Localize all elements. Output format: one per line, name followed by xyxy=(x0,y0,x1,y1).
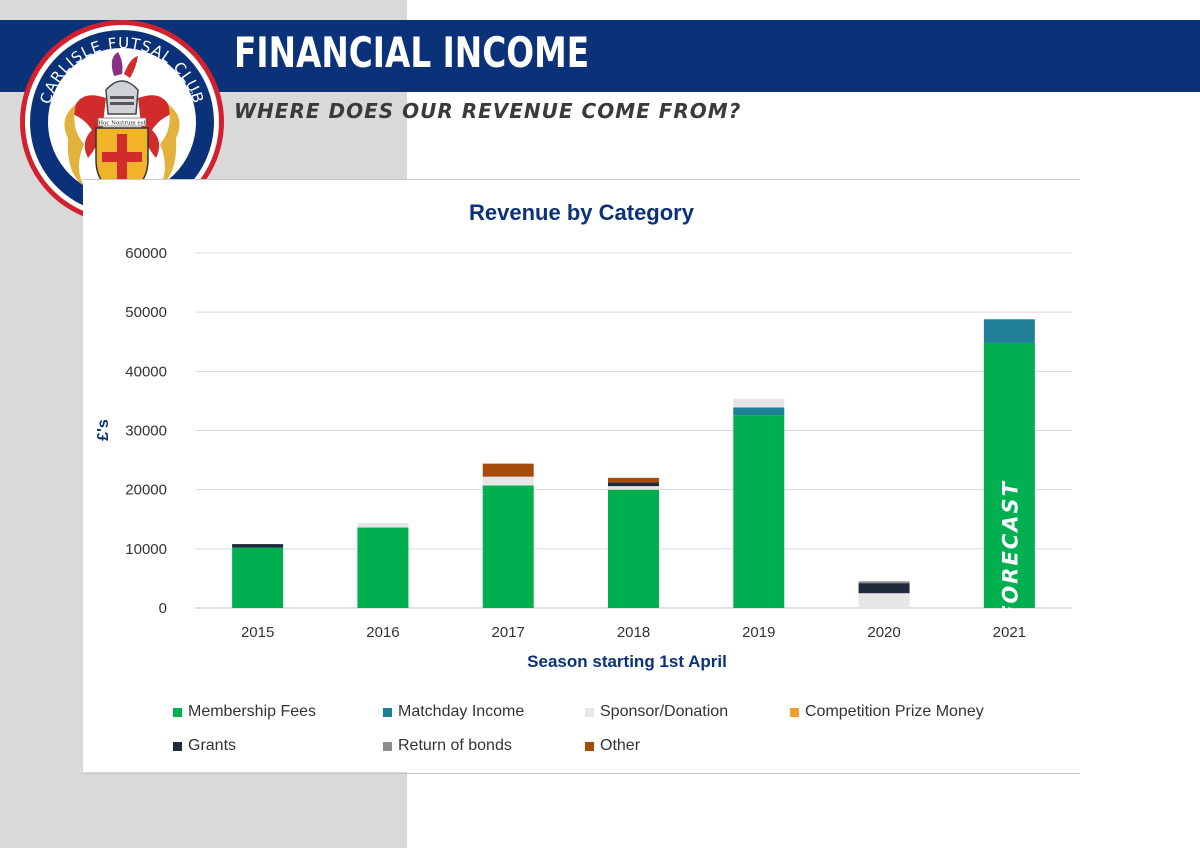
y-tick-label: 20000 xyxy=(125,482,167,499)
y-tick-label: 30000 xyxy=(125,423,167,440)
legend-swatch xyxy=(383,741,392,751)
legend-swatch xyxy=(585,707,594,717)
legend-swatch xyxy=(790,707,799,717)
y-tick-label: 10000 xyxy=(125,541,167,558)
legend-swatch xyxy=(173,707,182,717)
x-axis-label: Season starting 1st April xyxy=(527,652,727,671)
legend-label: Other xyxy=(600,737,641,754)
x-tick-label: 2017 xyxy=(492,624,525,641)
bar-segment xyxy=(608,486,659,490)
bar-segment xyxy=(733,398,785,408)
club-crest-logo: CARLISLE FUTSAL CLUB EST 2012 Hoc Nostru… xyxy=(20,20,224,224)
bar-segment xyxy=(357,522,409,528)
bar-segment xyxy=(482,476,534,486)
y-tick-label: 60000 xyxy=(125,245,167,262)
x-tick-label: 2021 xyxy=(993,624,1026,641)
bar-segment xyxy=(983,319,1035,343)
bar-segment xyxy=(482,463,534,477)
legend-swatch xyxy=(383,707,392,717)
legend-swatch xyxy=(585,741,594,751)
y-tick-label: 50000 xyxy=(125,304,167,321)
legend-item: Sponsor/Donation xyxy=(585,703,728,721)
x-tick-label: 2019 xyxy=(742,624,775,641)
chart-card-top-border xyxy=(83,179,1080,180)
x-tick-label: 2015 xyxy=(241,624,274,641)
x-tick-label: 2016 xyxy=(366,624,399,641)
legend-label: Sponsor/Donation xyxy=(600,703,729,720)
bar-segment xyxy=(232,547,284,608)
bar-segment xyxy=(482,485,534,608)
bar-segment xyxy=(983,342,1035,608)
legend-item: Return of bonds xyxy=(383,737,512,755)
bar-segment xyxy=(858,581,910,584)
legend-swatch xyxy=(173,741,182,751)
bar-segment xyxy=(608,489,659,608)
crest-motto-text: Hoc Nostrum est xyxy=(98,121,146,127)
legend-label: Return of bonds xyxy=(398,737,512,754)
chart-title: Revenue by Category xyxy=(469,200,694,225)
legend-label: Grants xyxy=(188,737,237,754)
bar-segment xyxy=(608,477,659,483)
legend-label: Competition Prize Money xyxy=(805,703,984,720)
legend-label: Matchday Income xyxy=(398,703,525,720)
bar-segment xyxy=(858,583,910,594)
legend-item: Grants xyxy=(173,737,236,755)
y-tick-label: 40000 xyxy=(125,363,167,380)
bar-segment xyxy=(357,527,409,608)
legend-item: Competition Prize Money xyxy=(790,703,984,721)
y-tick-label: 0 xyxy=(159,600,167,617)
page-subtitle: WHERE DOES OUR REVENUE COME FROM? xyxy=(234,99,742,123)
x-tick-label: 2020 xyxy=(867,624,900,641)
forecast-annotation: FORECAST xyxy=(998,480,1022,620)
chart-card xyxy=(83,180,1080,772)
y-axis-label: £'s xyxy=(95,419,112,441)
bar-segment xyxy=(232,544,284,548)
bar-segment xyxy=(733,407,785,416)
legend-item: Membership Fees xyxy=(173,703,316,721)
legend-item: Matchday Income xyxy=(383,703,524,721)
x-tick-label: 2018 xyxy=(617,624,650,641)
bar-segment xyxy=(858,593,910,608)
legend-item: Other xyxy=(585,737,640,755)
page-title: FINANCIAL INCOME xyxy=(234,28,590,77)
chart-card-bottom-border xyxy=(83,773,1080,774)
legend-label: Membership Fees xyxy=(188,703,317,720)
bar-segment xyxy=(608,482,659,487)
bar-segment xyxy=(733,415,785,608)
